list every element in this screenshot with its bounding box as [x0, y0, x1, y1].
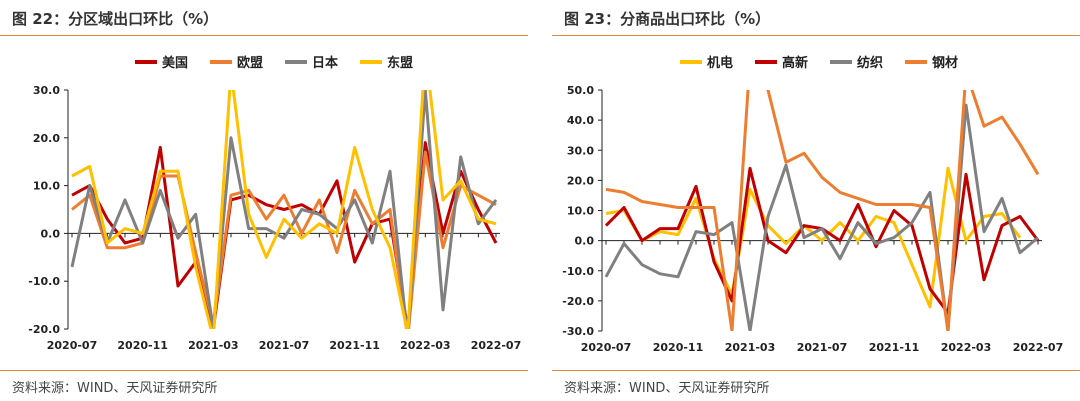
regional-export-line-chart: 美国 欧盟 日本 东盟 30.0 20.0 10.0 0.0 -10.0 -20.0 2020-07… [28, 55, 522, 352]
source-divider [0, 370, 528, 371]
y-tick-label: 50.0 [567, 84, 594, 97]
series-line [604, 103, 1039, 331]
x-tick-label: 2020-11 [117, 339, 168, 352]
chart-panel-commodities: 图 23：分商品出口环比（%） 机电 高新 纺织 钢材 50.0 40.0 30.0 20.0… [552, 0, 1080, 401]
legend-item: 机电 [680, 55, 733, 71]
chart-panel-regions: 图 22：分区域出口环比（%） 美国 欧盟 日本 东盟 30.0 20.0 10.0 0.0 -… [0, 0, 528, 401]
legend-label: 东盟 [387, 55, 413, 71]
legend-item: 东盟 [360, 55, 413, 71]
y-tick-label: -10.0 [562, 265, 594, 278]
source-divider [552, 370, 1080, 371]
x-tick-label: 2022-07 [1013, 341, 1064, 354]
x-tick-label: 2021-07 [259, 339, 310, 352]
x-tick-label: 2021-11 [869, 341, 920, 354]
legend-item: 钢材 [905, 55, 958, 71]
x-tick-label: 2022-07 [471, 339, 522, 352]
legend-label: 纺织 [857, 55, 883, 71]
y-tick-label: 20.0 [567, 174, 594, 187]
x-tick-label: 2020-11 [653, 341, 704, 354]
x-tick-label: 2020-07 [581, 341, 632, 354]
figure-title: 图 22：分区域出口环比（%） [12, 10, 219, 28]
source-note: 资料来源：WIND、天风证券研究所 [12, 381, 218, 396]
legend-label: 机电 [707, 55, 733, 71]
y-tick-label: 10.0 [567, 205, 594, 218]
source-note: 资料来源：WIND、天风证券研究所 [564, 381, 770, 396]
commodity-export-line-chart: 机电 高新 纺织 钢材 50.0 40.0 30.0 20.0 10.0 0.0 -10.0 -20.… [562, 55, 1064, 354]
title-divider [0, 35, 528, 36]
x-tick-label: 2022-03 [400, 339, 451, 352]
y-tick-label: -30.0 [562, 325, 594, 338]
legend-item: 欧盟 [210, 55, 263, 71]
figure-title: 图 23：分商品出口环比（%） [564, 10, 771, 28]
legend-label: 日本 [312, 55, 338, 71]
y-tick-label: 20.0 [33, 132, 60, 145]
x-tick-label: 2021-03 [188, 339, 239, 352]
legend-label: 钢材 [932, 55, 958, 71]
series-line [71, 90, 497, 329]
title-divider [552, 35, 1080, 36]
y-tick-label: -20.0 [28, 323, 60, 336]
y-tick-label: 30.0 [567, 144, 594, 157]
x-tick-label: 2022-03 [941, 341, 992, 354]
x-tick-label: 2020-07 [47, 339, 98, 352]
y-tick-label: -10.0 [28, 275, 60, 288]
x-tick-label: 2021-07 [797, 341, 848, 354]
series-line [605, 90, 1040, 331]
legend-item: 日本 [285, 55, 338, 71]
legend-label: 高新 [782, 55, 808, 71]
y-tick-label: 10.0 [33, 180, 60, 193]
y-tick-label: 30.0 [33, 84, 60, 97]
x-tick-label: 2021-11 [329, 339, 380, 352]
y-tick-label: 40.0 [567, 114, 594, 127]
y-tick-label: 0.0 [575, 235, 595, 248]
legend-label: 美国 [162, 55, 188, 71]
legend-item: 高新 [755, 55, 808, 71]
legend-item: 美国 [135, 55, 188, 71]
y-tick-label: 0.0 [41, 227, 61, 240]
y-tick-label: -20.0 [562, 295, 594, 308]
legend-label: 欧盟 [237, 55, 263, 71]
series-line [70, 90, 498, 329]
x-tick-label: 2021-03 [725, 341, 776, 354]
legend-item: 纺织 [830, 55, 883, 71]
